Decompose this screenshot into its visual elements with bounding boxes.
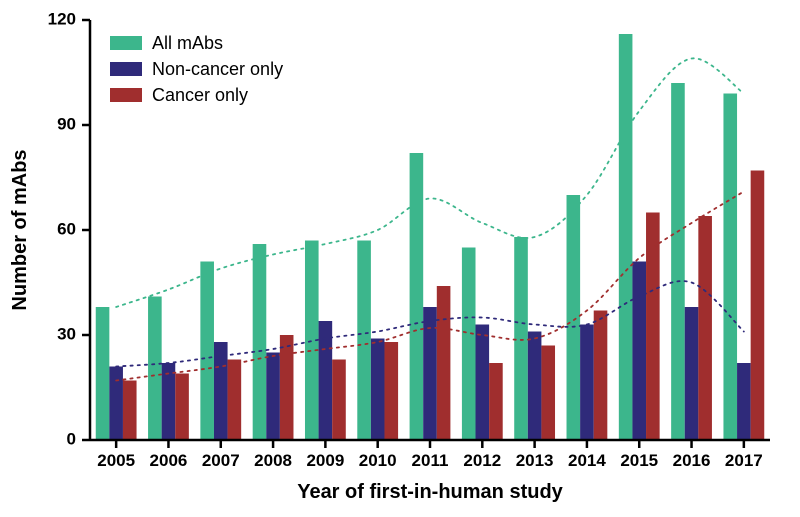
x-tick-label: 2007 <box>202 451 240 470</box>
x-axis-label: Year of first-in-human study <box>297 481 563 503</box>
x-tick-label: 2017 <box>725 451 763 470</box>
y-tick-label: 0 <box>67 429 76 448</box>
bar-non-cancer-only <box>423 307 437 440</box>
bar-cancer-only <box>228 360 242 441</box>
legend-label: All mAbs <box>152 33 223 53</box>
legend-swatch <box>110 36 142 50</box>
x-tick-label: 2006 <box>150 451 188 470</box>
legend-swatch <box>110 62 142 76</box>
chart-svg: 0 30 60 90 120 2005 2006 2007 2008 2009 2010 2011 20… <box>0 0 800 517</box>
y-tick-label: 60 <box>57 219 76 238</box>
legend-label: Cancer only <box>152 85 248 105</box>
bar-cancer-only <box>751 171 765 441</box>
bar-non-cancer-only <box>109 367 123 441</box>
legend-swatch <box>110 88 142 102</box>
bar-cancer-only <box>437 286 451 440</box>
bar-all-mabs <box>723 94 737 441</box>
legend-label: Non-cancer only <box>152 59 283 79</box>
bar-non-cancer-only <box>266 353 280 441</box>
bar-all-mabs <box>462 248 476 441</box>
bar-non-cancer-only <box>632 262 646 441</box>
bar-cancer-only <box>489 363 503 440</box>
bar-all-mabs <box>96 307 110 440</box>
bar-cancer-only <box>594 311 608 441</box>
bar-non-cancer-only <box>162 363 176 440</box>
bar-all-mabs <box>410 153 424 440</box>
x-tick-label: 2012 <box>463 451 501 470</box>
bar-non-cancer-only <box>528 332 542 441</box>
x-tick-label: 2010 <box>359 451 397 470</box>
x-tick-label: 2011 <box>412 451 449 470</box>
bar-cancer-only <box>280 335 294 440</box>
x-tick-label: 2014 <box>568 451 606 470</box>
bar-all-mabs <box>619 34 633 440</box>
bar-non-cancer-only <box>685 307 699 440</box>
bar-cancer-only <box>541 346 555 441</box>
x-tick-label: 2016 <box>673 451 711 470</box>
bar-cancer-only <box>698 216 712 440</box>
x-tick-label: 2009 <box>306 451 344 470</box>
bar-non-cancer-only <box>371 339 385 441</box>
bar-cancer-only <box>175 374 189 441</box>
bar-cancer-only <box>384 342 398 440</box>
bar-cancer-only <box>332 360 346 441</box>
bar-all-mabs <box>200 262 214 441</box>
bar-all-mabs <box>671 83 685 440</box>
bar-all-mabs <box>357 241 371 441</box>
x-tick-label: 2008 <box>254 451 292 470</box>
bar-non-cancer-only <box>737 363 751 440</box>
y-axis-label: Number of mAbs <box>9 149 31 310</box>
x-tick-label: 2005 <box>97 451 135 470</box>
bar-cancer-only <box>123 381 137 441</box>
y-tick-label: 30 <box>57 324 76 343</box>
bar-all-mabs <box>514 237 528 440</box>
bar-non-cancer-only <box>476 325 490 441</box>
x-tick-label: 2013 <box>516 451 554 470</box>
bar-non-cancer-only <box>580 325 594 441</box>
bar-all-mabs <box>148 297 162 441</box>
bar-all-mabs <box>253 244 267 440</box>
x-tick-label: 2015 <box>620 451 658 470</box>
y-tick-label: 120 <box>48 9 76 28</box>
y-tick-label: 90 <box>57 114 76 133</box>
bar-all-mabs <box>567 195 581 440</box>
mabs-chart: 0 30 60 90 120 2005 2006 2007 2008 2009 2010 2011 20… <box>0 0 800 517</box>
